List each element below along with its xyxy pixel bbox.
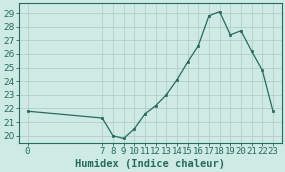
X-axis label: Humidex (Indice chaleur): Humidex (Indice chaleur) (75, 158, 225, 169)
